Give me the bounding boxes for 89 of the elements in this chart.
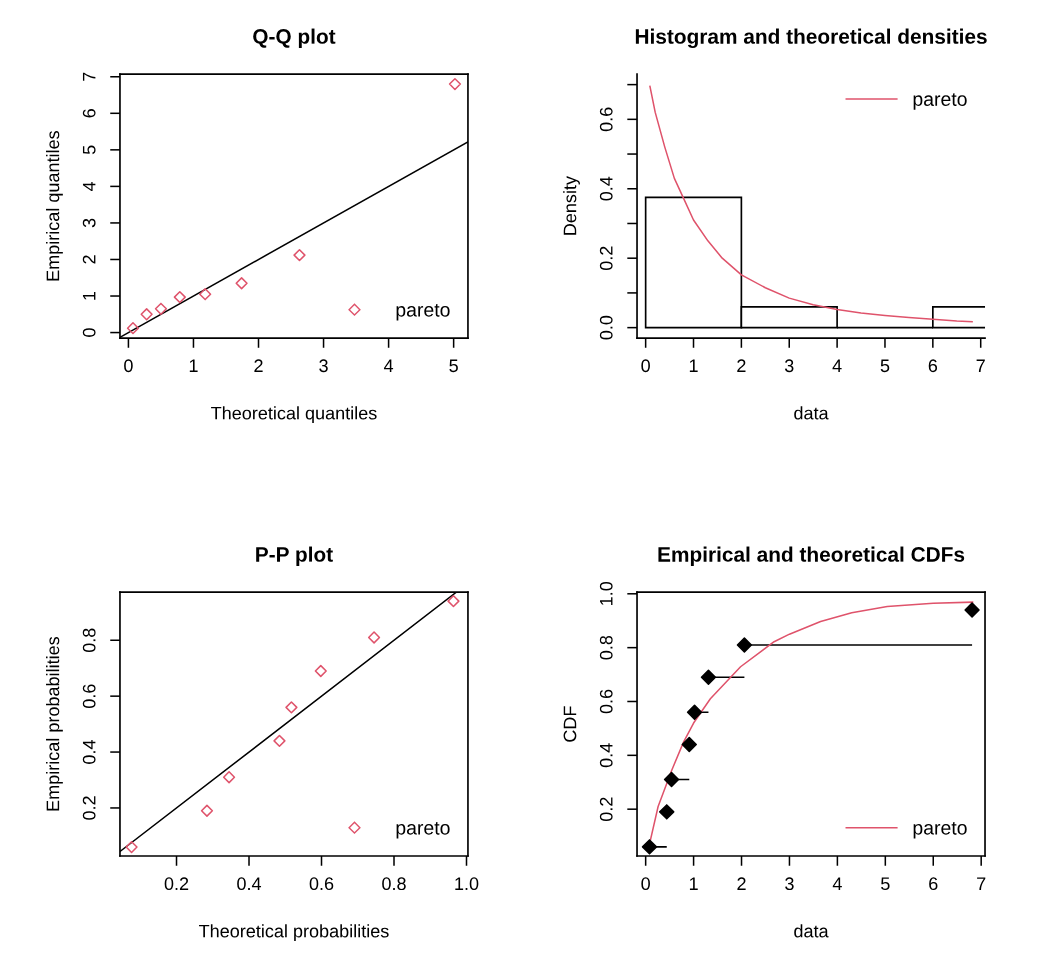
x-tick-label: 1 <box>189 359 198 372</box>
x-tick-label: 4 <box>383 359 394 372</box>
line-series <box>649 85 973 323</box>
x-tick-label: 2 <box>737 877 746 890</box>
x-tick-label: 0 <box>641 877 650 891</box>
y-tick-label: 0.4 <box>82 740 96 764</box>
y-tick-label: 7 <box>82 72 96 81</box>
point <box>126 322 140 335</box>
y-tick-label: 5 <box>82 145 96 155</box>
point <box>736 637 753 653</box>
y-tick-label: 4 <box>82 181 96 191</box>
x-axis-title: Theoretical quantiles <box>211 406 377 424</box>
x-tick-label: 0.4 <box>237 877 262 891</box>
point <box>173 290 186 304</box>
point <box>686 704 703 720</box>
x-tick-label: 2 <box>737 359 746 372</box>
x-tick-label: 5 <box>449 359 458 373</box>
x-tick-label: 1 <box>689 359 698 372</box>
x-tick-label: 0 <box>124 359 133 373</box>
y-tick-label: 0.2 <box>82 796 96 820</box>
point <box>681 736 697 753</box>
y-tick-label: 0.2 <box>599 797 613 822</box>
point <box>314 664 327 678</box>
y-axis-title: Empirical probabilities <box>46 636 63 811</box>
x-tick-label: 0.8 <box>382 877 406 891</box>
point <box>235 277 248 290</box>
y-tick-label: 0.0 <box>599 315 613 340</box>
x-tick-label: 3 <box>785 877 794 891</box>
point <box>140 308 153 321</box>
y-tick-label: 2 <box>82 255 96 264</box>
point <box>659 804 675 820</box>
x-tick-label: 3 <box>784 359 794 373</box>
y-axis-title: CDF <box>563 706 577 742</box>
legend-label: pareto <box>913 821 967 839</box>
y-axis-title: Density <box>563 176 580 235</box>
y-tick-label: 0.6 <box>599 107 613 132</box>
point <box>448 77 462 91</box>
chart-title: Empirical and theoretical CDFs <box>658 546 965 566</box>
x-tick-label: 7 <box>977 877 986 890</box>
point <box>700 669 717 685</box>
chart-title: Q-Q plot <box>253 28 336 48</box>
x-axis-title: Theoretical probabilities <box>199 924 389 942</box>
y-tick-label: 3 <box>82 218 96 228</box>
point <box>222 771 236 784</box>
y-tick-label: 1.0 <box>599 581 613 605</box>
x-tick-label: 3 <box>319 359 328 373</box>
x-tick-label: 0.6 <box>309 877 334 891</box>
x-tick-label: 0 <box>641 359 650 373</box>
point <box>367 631 381 644</box>
x-tick-label: 7 <box>976 359 985 372</box>
point <box>964 602 980 618</box>
x-tick-label: 1 <box>689 877 698 890</box>
y-tick-label: 0.2 <box>599 246 613 271</box>
y-tick-label: 1 <box>82 291 96 300</box>
x-tick-label: 5 <box>881 877 890 891</box>
point <box>273 734 286 748</box>
point <box>641 839 658 855</box>
chart-title: Histogram and theoretical densities <box>635 28 987 49</box>
point <box>663 771 680 788</box>
y-tick-label: 0.8 <box>599 635 613 660</box>
point <box>200 804 214 817</box>
x-tick-label: 1.0 <box>455 877 479 891</box>
x-tick-label: 5 <box>880 359 890 373</box>
y-tick-label: 0.4 <box>599 743 613 768</box>
y-tick-label: 0 <box>82 328 96 337</box>
point <box>293 248 306 262</box>
x-tick-label: 2 <box>254 359 263 372</box>
x-tick-label: 0.2 <box>164 877 189 891</box>
legend-label: pareto <box>396 821 450 839</box>
point <box>285 701 298 714</box>
legend-label: pareto <box>396 303 450 321</box>
x-tick-label: 6 <box>928 359 938 373</box>
legend-label: pareto <box>913 93 967 110</box>
x-tick-label: 4 <box>832 359 842 372</box>
y-tick-label: 0.6 <box>82 684 96 708</box>
y-axis-title: Empirical quantiles <box>46 131 63 281</box>
point <box>154 302 168 315</box>
x-tick-label: 4 <box>832 877 842 890</box>
y-tick-label: 0.4 <box>599 176 613 201</box>
x-tick-label: 6 <box>929 877 938 891</box>
y-tick-label: 0.8 <box>82 628 96 653</box>
point <box>125 840 138 854</box>
y-tick-label: 0.6 <box>599 689 613 714</box>
point <box>447 594 460 608</box>
point <box>199 288 212 301</box>
y-tick-label: 6 <box>82 109 96 118</box>
x-axis-title: data <box>794 924 829 938</box>
x-axis-title: data <box>794 406 829 420</box>
chart-title: P-P plot <box>256 546 333 566</box>
